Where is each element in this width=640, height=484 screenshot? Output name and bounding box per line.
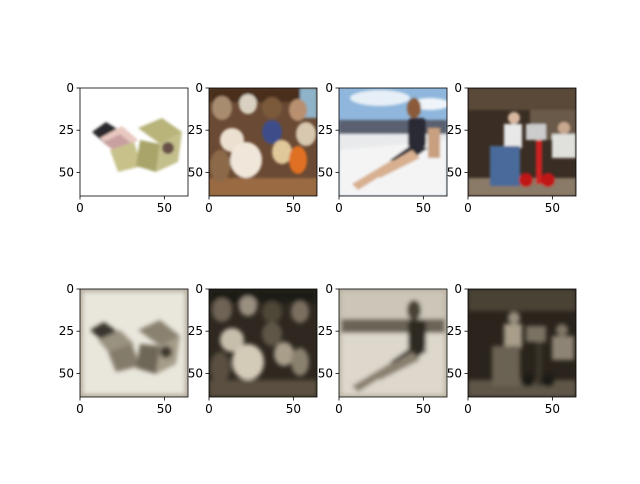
x-tick-label: 50 xyxy=(157,402,172,416)
y-tick-label: 0 xyxy=(66,81,74,95)
x-tick-label: 0 xyxy=(205,402,213,416)
image-panel-woman-boat-sepia xyxy=(339,289,447,397)
axes-panel-5: 0 50 0 25 50 xyxy=(188,282,318,416)
x-tick-label: 50 xyxy=(286,201,301,215)
image-panel-compact-boxes xyxy=(80,88,188,196)
axes-frame xyxy=(467,87,577,197)
image-panel-hand-truck-sepia xyxy=(468,289,576,397)
y-tick-label: 0 xyxy=(195,81,203,95)
axes-frame xyxy=(338,288,448,398)
image-panel-woman-boat xyxy=(339,88,447,196)
axes-frame xyxy=(467,288,577,398)
image-panel-hand-truck xyxy=(468,88,576,196)
x-tick-label: 50 xyxy=(545,402,560,416)
y-tick-label: 25 xyxy=(447,324,462,338)
x-tick-label: 50 xyxy=(286,402,301,416)
y-tick-label: 0 xyxy=(195,282,203,296)
axes-panel-3: 0 50 0 25 50 xyxy=(447,81,577,215)
y-tick-label: 0 xyxy=(325,282,333,296)
y-tick-label: 25 xyxy=(59,324,74,338)
axes-frame xyxy=(208,288,318,398)
axes-frame xyxy=(79,87,189,197)
y-tick-label: 0 xyxy=(454,282,462,296)
y-tick-label: 25 xyxy=(447,123,462,137)
x-tick-label: 0 xyxy=(464,201,472,215)
y-tick-label: 50 xyxy=(318,366,333,380)
y-tick-label: 0 xyxy=(66,282,74,296)
axes-frame xyxy=(79,288,189,398)
x-tick-label: 0 xyxy=(205,201,213,215)
x-tick-label: 50 xyxy=(157,201,172,215)
axes-panel-1: 0 50 0 25 50 xyxy=(188,81,318,215)
axes-panel-4: 0 50 0 25 50 xyxy=(59,282,189,416)
image-panel-teddy-bears xyxy=(209,88,317,196)
axes-panel-6: 0 50 0 25 50 xyxy=(318,282,448,416)
y-tick-label: 50 xyxy=(318,165,333,179)
y-tick-label: 0 xyxy=(454,81,462,95)
y-tick-label: 25 xyxy=(318,123,333,137)
y-tick-label: 25 xyxy=(188,123,203,137)
y-tick-label: 25 xyxy=(59,123,74,137)
x-tick-label: 50 xyxy=(545,201,560,215)
y-tick-label: 50 xyxy=(59,165,74,179)
x-tick-label: 0 xyxy=(76,402,84,416)
axes-panel-0: 0 50 0 25 50 xyxy=(59,81,189,215)
x-tick-label: 50 xyxy=(416,402,431,416)
axes-panel-7: 0 50 0 25 50 xyxy=(447,282,577,416)
axes-frame xyxy=(338,87,448,197)
x-tick-label: 0 xyxy=(335,402,343,416)
y-tick-label: 50 xyxy=(59,366,74,380)
y-tick-label: 25 xyxy=(318,324,333,338)
y-tick-label: 0 xyxy=(325,81,333,95)
axes-panel-2: 0 50 0 25 50 xyxy=(318,81,448,215)
x-tick-label: 0 xyxy=(76,201,84,215)
y-tick-label: 50 xyxy=(447,165,462,179)
x-tick-label: 0 xyxy=(464,402,472,416)
y-tick-label: 50 xyxy=(447,366,462,380)
image-panel-compact-boxes-sepia xyxy=(80,289,188,397)
axes-frame xyxy=(208,87,318,197)
y-tick-label: 50 xyxy=(188,165,203,179)
x-tick-label: 0 xyxy=(335,201,343,215)
y-tick-label: 25 xyxy=(188,324,203,338)
image-panel-teddy-bears-sepia xyxy=(209,289,317,397)
x-tick-label: 50 xyxy=(416,201,431,215)
y-tick-label: 50 xyxy=(188,366,203,380)
